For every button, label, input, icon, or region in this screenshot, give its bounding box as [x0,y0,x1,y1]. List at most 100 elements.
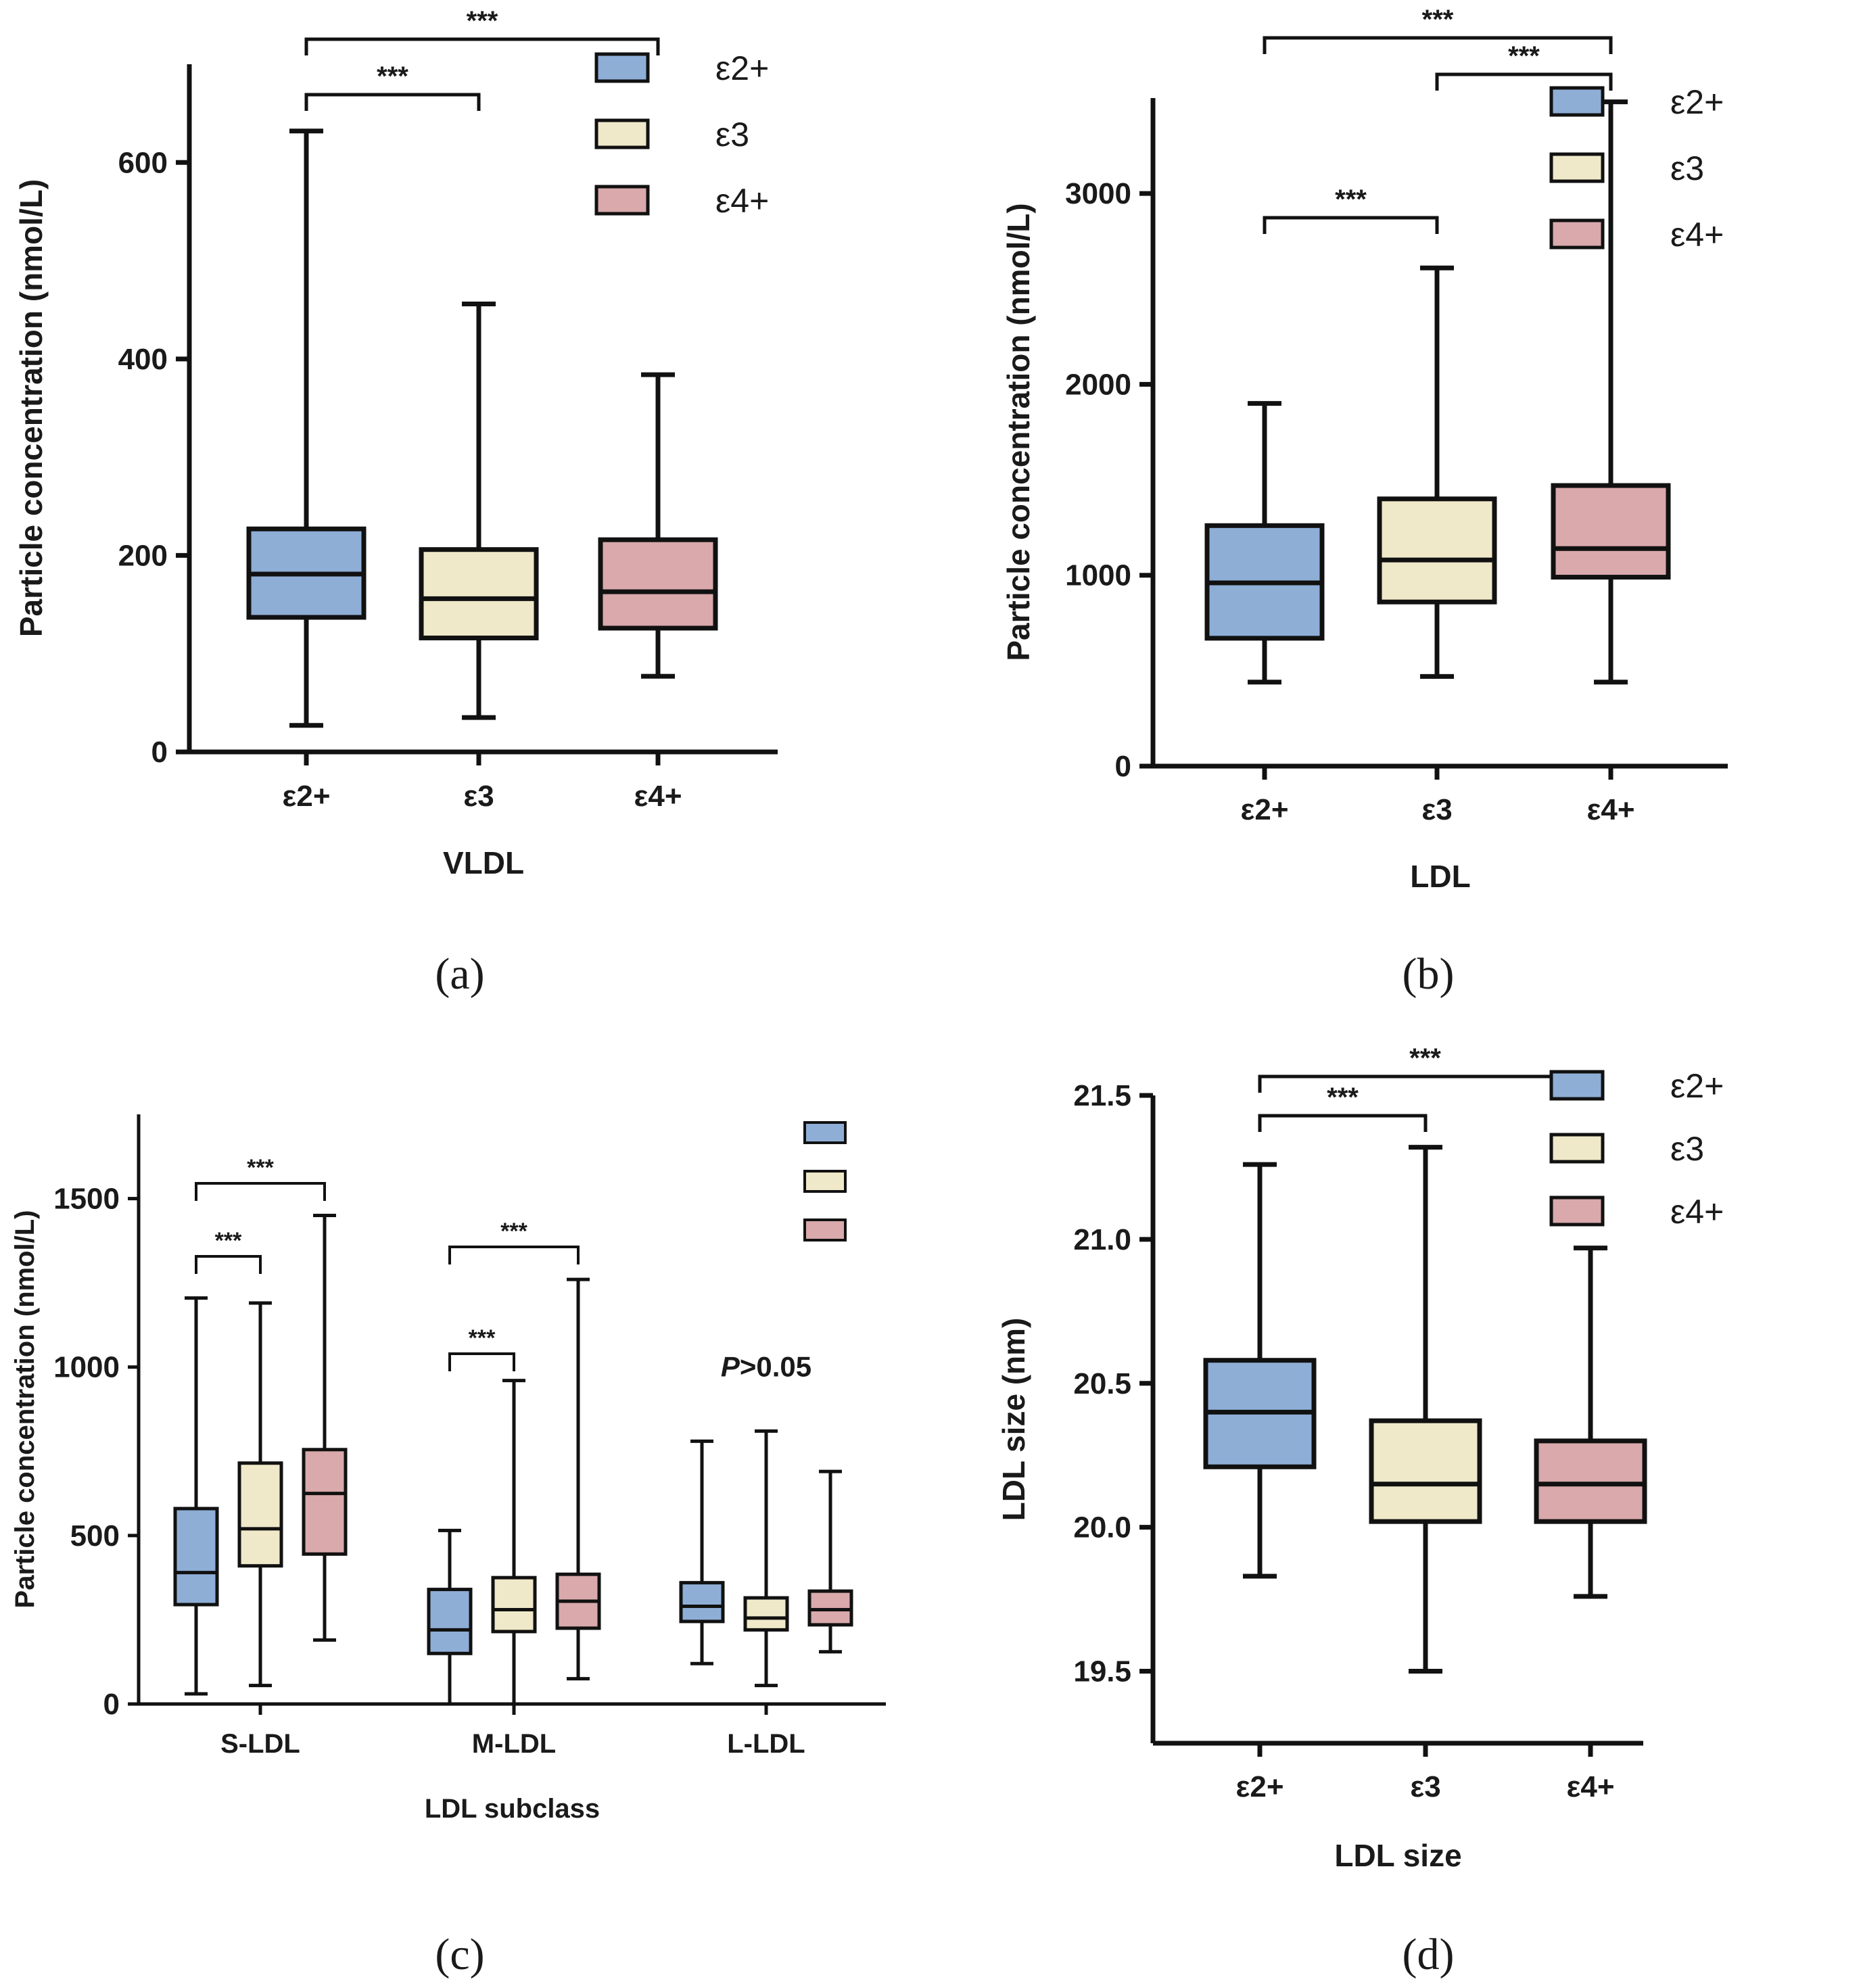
box-ε3 [419,547,539,640]
x-tick-label: ε2+ [1240,793,1288,826]
significance-label: *** [1335,185,1367,214]
y-tick-label: 200 [118,539,168,572]
legend-swatch [594,118,650,149]
y-axis-title: Particle concentration (nmol/L) [1001,203,1036,661]
legend-label: ε4+ [1670,1193,1724,1231]
legend-label: ε2+ [1670,83,1724,121]
x-tick-label: ε2+ [282,780,330,813]
box-ε3 [491,1576,537,1634]
x-axis-title: LDL subclass [425,1794,600,1824]
y-tick-label: 21.0 [1073,1223,1131,1256]
y-tick-label: 0 [151,736,168,769]
x-axis-title: LDL size [1334,1838,1461,1873]
significance-label: *** [1508,41,1540,71]
legend-swatch [594,52,650,83]
significance-label: *** [469,1325,496,1351]
significance-label: *** [377,62,408,91]
legend-swatch [594,185,650,216]
x-tick-label: ε4+ [634,780,682,813]
y-tick-label: 19.5 [1073,1655,1131,1688]
significance-label: *** [215,1228,242,1254]
x-axis-title: LDL [1410,859,1470,894]
box-ε4+ [598,537,718,631]
panel-a-chart: 0 200 400 600 ε2+ ε3 ε4+ Particle concentration… [14,6,778,880]
y-tick-label: 21.5 [1073,1079,1131,1112]
significance-bracket [304,93,481,111]
significance-bracket [1263,216,1439,234]
significance-bracket [448,1246,580,1264]
significance-bracket [448,1352,515,1371]
legend-label: ε3 [1670,149,1704,187]
significance-label: *** [1327,1083,1359,1112]
x-tick-label: ε4+ [1586,793,1634,826]
significance-label: *** [500,1218,527,1244]
legend-swatch [1549,1133,1605,1164]
legend-label: ε3 [1670,1130,1704,1168]
significance-bracket [1258,1114,1428,1132]
significance-bracket [1263,36,1613,54]
significance-bracket [304,37,660,55]
significance-label: *** [467,6,498,36]
y-axis-title: Particle concentration (nmol/L) [10,1210,40,1609]
significance-label: *** [1409,1043,1441,1073]
legend-swatch [1549,218,1605,250]
significance-bracket [1258,1074,1593,1093]
panel-label-b: (b) [1403,949,1455,999]
y-tick-label: 500 [70,1519,120,1553]
box-ε3 [1369,1418,1482,1524]
legend-label: ε3 [715,116,749,153]
y-tick-label: 1000 [1065,559,1131,592]
y-tick-label: 2000 [1065,368,1131,401]
x-tick-label: ε3 [1410,1770,1440,1803]
legend-swatch [1549,1070,1605,1101]
p-value-annotation: P>0.05 [721,1351,811,1383]
box-ε3 [743,1596,789,1632]
x-tick-label: M-LDL [472,1729,556,1759]
significance-label: *** [1422,5,1454,34]
y-tick-label: 1500 [53,1183,120,1216]
x-tick-label: ε2+ [1235,1770,1283,1803]
y-tick-label: 0 [1115,750,1131,783]
box-ε4+ [1551,483,1671,580]
y-tick-label: 600 [118,146,168,179]
panel-label-d: (d) [1403,1930,1455,1979]
x-tick-label: L-LDL [727,1729,805,1759]
box-ε4+ [1534,1438,1647,1524]
x-axis-title: VLDL [443,845,524,880]
box-ε3 [1377,496,1497,605]
y-axis-title: LDL size (nm) [996,1318,1031,1521]
y-tick-label: 1000 [53,1351,120,1384]
legend-swatch [803,1170,847,1193]
legend-label: ε2+ [1670,1067,1724,1105]
legend-swatch [803,1218,847,1241]
legend-swatch [1549,152,1605,183]
panel-b-chart: 0 1000 2000 3000 ε2+ ε3 ε4+ Particle concentrat… [1001,5,1728,894]
panel-d-chart: 19.5 20.0 20.5 21.0 21.5 ε2+ ε3 ε4+ LDL size (nm… [996,1043,1724,1873]
x-tick-label: S-LDL [220,1729,300,1759]
significance-bracket [195,1182,326,1201]
legend-label: ε2+ [715,49,769,87]
significance-bracket [195,1255,262,1274]
p-value-symbol: P [721,1351,740,1383]
legend-label: ε4+ [1670,216,1724,254]
panel-label-a: (a) [435,949,484,999]
panel-label-c: (c) [435,1930,484,1979]
box-ε3 [237,1461,283,1568]
box-ε2+ [679,1581,725,1624]
legend-swatch [1549,86,1605,117]
legend-swatch [1549,1196,1605,1227]
y-tick-label: 0 [103,1688,120,1721]
y-tick-label: 3000 [1065,177,1131,210]
significance-bracket [1435,72,1613,91]
x-tick-label: ε3 [1421,793,1452,826]
y-tick-label: 20.5 [1073,1367,1131,1400]
legend-swatch [803,1121,847,1144]
y-axis-title: Particle concentration (nmol/L) [14,179,49,637]
box-ε2+ [173,1507,219,1607]
box-ε2+ [427,1588,473,1655]
y-tick-label: 20.0 [1073,1511,1131,1544]
legend-label: ε4+ [715,182,769,220]
p-value-text: >0.05 [740,1351,811,1383]
x-tick-label: ε3 [463,780,494,813]
